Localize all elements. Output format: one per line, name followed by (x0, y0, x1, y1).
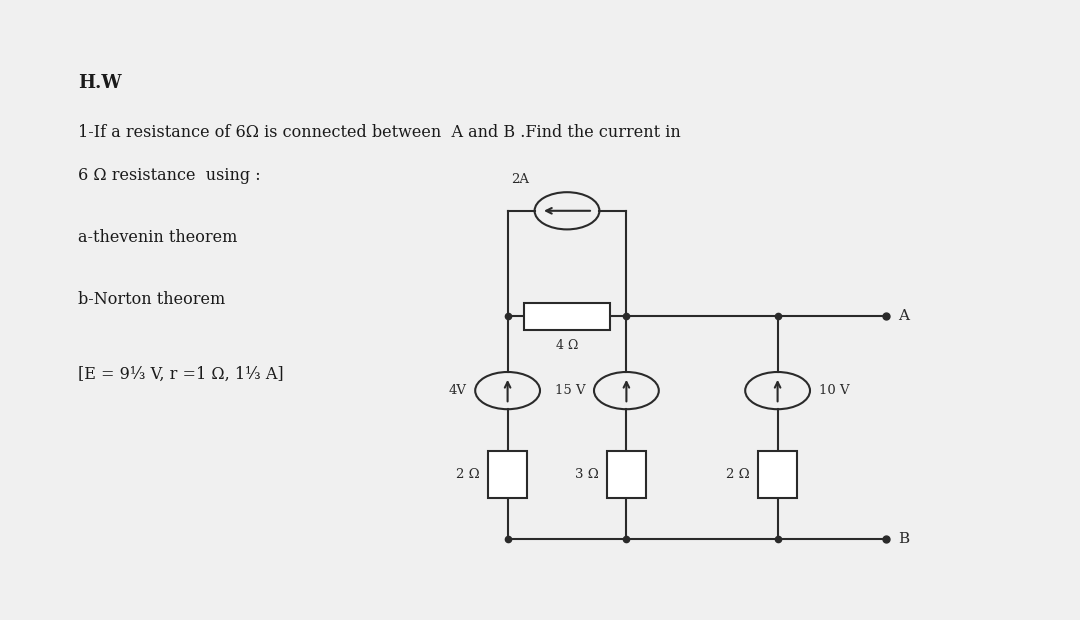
Text: 3 Ω: 3 Ω (575, 468, 598, 481)
Text: B: B (899, 533, 909, 546)
Bar (758, 451, 797, 498)
Text: a-thevenin theorem: a-thevenin theorem (78, 229, 238, 246)
Text: b-Norton theorem: b-Norton theorem (78, 291, 225, 308)
Text: 10 V: 10 V (819, 384, 849, 397)
Text: 2 Ω: 2 Ω (456, 468, 480, 481)
Bar (524, 303, 610, 330)
Text: 1-If a resistance of 6Ω is connected between  A and B .Find the current in: 1-If a resistance of 6Ω is connected bet… (78, 124, 680, 141)
Text: 4 Ω: 4 Ω (556, 339, 578, 352)
Text: [E = 9⅓ V, r =1 Ω, 1⅓ A]: [E = 9⅓ V, r =1 Ω, 1⅓ A] (78, 366, 283, 383)
Text: 4V: 4V (448, 384, 467, 397)
Text: 15 V: 15 V (555, 384, 585, 397)
Text: A: A (899, 309, 909, 323)
Text: 2 Ω: 2 Ω (726, 468, 750, 481)
Bar (607, 451, 646, 498)
Text: 6 Ω resistance  using :: 6 Ω resistance using : (78, 167, 260, 184)
Text: 2A: 2A (511, 173, 529, 186)
Text: H.W: H.W (78, 74, 121, 92)
Bar (488, 451, 527, 498)
